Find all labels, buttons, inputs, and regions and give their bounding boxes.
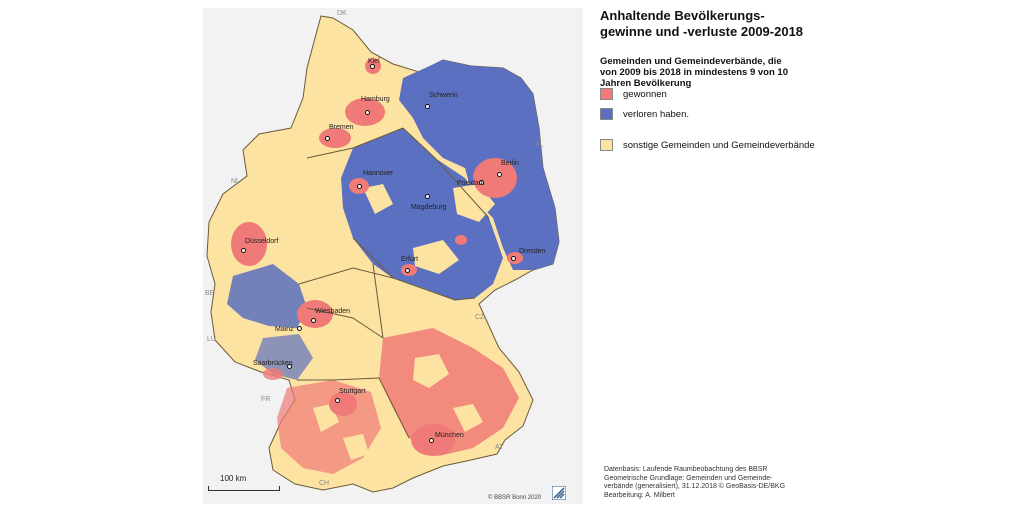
city-label-stuttgart: Stuttgart [339, 388, 366, 395]
legend-swatch-loss [600, 108, 613, 120]
map-subtitle: Gemeinden und Gemeindeverbände, die von … [600, 56, 788, 89]
city-dot-dresden [511, 256, 516, 261]
city-label-bremen: Bremen [329, 124, 354, 131]
scale-bar: 100 km [208, 474, 280, 491]
stable-spots-east [363, 184, 495, 274]
city-label-schwerin: Schwerin [429, 92, 458, 99]
legend-item-gain: gewonnen [600, 88, 667, 100]
label-fr: FR [261, 396, 271, 403]
label-be: BE [205, 290, 215, 297]
city-label-wiesbaden: Wiesbaden [315, 308, 351, 315]
legend-swatch-other [600, 139, 613, 151]
gain-cluster-berlin [473, 158, 517, 198]
city-label-hannover: Hannover [363, 170, 394, 177]
city-dot-muenchen [429, 438, 434, 443]
state-borders [297, 127, 490, 439]
gain-cluster-bremen [319, 128, 351, 148]
city-dot-potsdam [479, 180, 484, 185]
loss-region-west [227, 264, 307, 328]
city-dot-hamburg [365, 110, 370, 115]
legend-item-other: sonstige Gemeinden und Gemeindeverbände [600, 139, 815, 151]
city-label-berlin: Berlin [501, 160, 519, 167]
legend-item-loss: verloren haben. [600, 108, 689, 120]
label-cz: CZ [475, 314, 485, 321]
legend-panel: Anhaltende Bevölkerungs- gewinne und -ve… [600, 8, 1000, 151]
source-line: Bearbeitung: A. Milbert [604, 491, 675, 499]
legend-label-gain: gewonnen [623, 88, 667, 100]
gain-cluster-saar [263, 368, 283, 380]
city-label-dresden: Dresden [519, 248, 546, 255]
loss-region-center [341, 128, 503, 300]
city-dot-duesseldorf [241, 248, 246, 253]
source-notes: Datenbasis: Laufende Raumbeobachtung des… [604, 466, 804, 500]
label-nl: NL [231, 178, 240, 185]
city-dot-magdeburg [425, 194, 430, 199]
copyright-text: © BBSR Bonn 2020 [488, 495, 542, 501]
map-panel: DK PL NL BE LU FR CH AT CZ Kiel Hamburg … [203, 8, 583, 504]
legend-label-other: sonstige Gemeinden und Gemeindeverbände [623, 139, 815, 151]
label-dk: DK [337, 10, 347, 17]
gain-cluster-rhein-main [297, 300, 333, 328]
bbsr-logo-icon [552, 486, 566, 500]
city-dot-schwerin [425, 104, 430, 109]
label-ch: CH [319, 480, 330, 487]
label-lu: LU [207, 336, 216, 343]
city-dot-hannover [357, 184, 362, 189]
city-label-duesseldorf: Düsseldorf [245, 238, 279, 245]
germany-map [206, 15, 560, 493]
city-label-erfurt: Erfurt [401, 256, 419, 263]
city-dot-mainz [297, 326, 302, 331]
city-label-saarbruecken: Saarbrücken [253, 360, 293, 367]
legend-label-loss: verloren haben. [623, 108, 690, 120]
city-dot-wiesbaden [311, 318, 316, 323]
source-line: Datenbasis: Laufende Raumbeobachtung des… [604, 466, 768, 473]
source-line: verbände (generalisiert), 31.12.2018 © G… [604, 483, 786, 490]
scale-bar-label: 100 km [220, 474, 247, 483]
label-pl: PL [535, 142, 544, 149]
city-dot-bremen [325, 136, 330, 141]
gain-cluster-rhein [231, 222, 267, 266]
source-line: Geometrische Grundlage: Gemeinden und Ge… [604, 474, 773, 482]
city-label-kiel: Kiel [368, 58, 380, 65]
city-label-hamburg: Hamburg [361, 96, 390, 103]
city-dot-saarbruecken [287, 364, 292, 369]
city-label-magdeburg: Magdeburg [411, 204, 447, 211]
gain-cluster-leipzig [455, 235, 467, 245]
gain-region-bavaria [379, 328, 519, 456]
city-dot-stuttgart [335, 398, 340, 403]
city-dot-berlin [497, 172, 502, 177]
gain-cluster-stuttgart [329, 392, 357, 416]
legend-swatch-gain [600, 88, 613, 100]
city-label-muenchen: München [435, 432, 464, 439]
city-label-potsdam: Potsdam [457, 180, 485, 187]
city-dot-kiel [370, 64, 375, 69]
scale-bar-line [208, 486, 280, 491]
label-at: AT [495, 444, 504, 451]
city-dot-erfurt [405, 268, 410, 273]
map-title: Anhaltende Bevölkerungs- gewinne und -ve… [600, 8, 804, 39]
city-label-mainz: Mainz [275, 326, 294, 333]
